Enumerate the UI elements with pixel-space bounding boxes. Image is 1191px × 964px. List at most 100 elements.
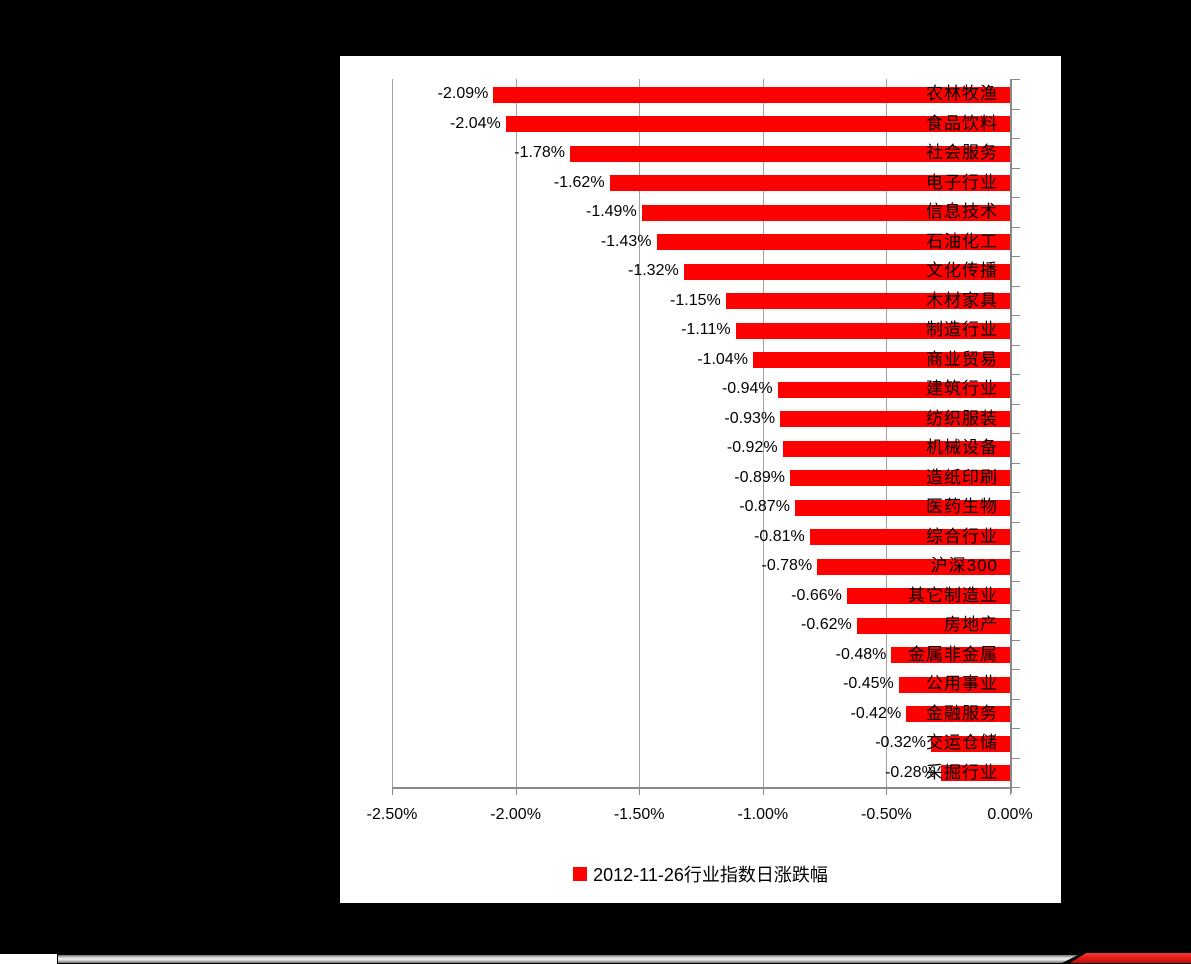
plot-area: -2.50% -2.00% -1.50% -1.00% -0.50% 0.00% -2.09… xyxy=(340,56,1061,903)
bar xyxy=(641,204,1010,221)
bar-value-label: -0.45% xyxy=(843,675,894,692)
bar-value-label: -1.15% xyxy=(670,291,721,309)
category-axis-tick xyxy=(1012,403,1020,405)
value-axis-line xyxy=(1010,79,1012,793)
bar xyxy=(780,411,1010,428)
bar-value-label: -2.04% xyxy=(450,114,501,132)
category-axis-tick xyxy=(1012,639,1020,641)
category-axis-tick xyxy=(1012,197,1020,198)
category-axis-tick xyxy=(1012,344,1020,346)
bar-value-label: -0.32% xyxy=(875,734,926,751)
category-label: 食品饮料 xyxy=(926,113,998,133)
bar xyxy=(940,765,1010,782)
category-label: 金融服务 xyxy=(926,703,998,723)
category-label: 木材家具 xyxy=(926,290,998,310)
category-label: 交运仓储 xyxy=(926,733,998,752)
bar-value-label: -1.78% xyxy=(514,144,565,161)
bar-value-label: -2.09% xyxy=(437,85,489,102)
category-label: 医药生物 xyxy=(926,497,998,516)
category-axis-tick xyxy=(1012,551,1020,552)
category-axis-tick xyxy=(1012,433,1020,434)
footer-gray-bar xyxy=(58,955,1078,963)
bar xyxy=(505,116,1010,133)
category-label: 金属非金属 xyxy=(908,644,998,664)
category-label: 制造行业 xyxy=(926,320,998,339)
category-axis-tick xyxy=(1012,521,1020,523)
x-axis-label: -1.00% xyxy=(737,806,789,823)
bar-value-label: -0.42% xyxy=(850,704,902,722)
bar-value-label: -0.87% xyxy=(739,498,790,515)
x-axis-tick xyxy=(886,789,888,795)
bar-value-label: -1.49% xyxy=(585,203,637,220)
bar xyxy=(782,440,1010,457)
category-label: 房地产 xyxy=(944,615,998,634)
category-axis-tick xyxy=(1012,315,1020,316)
footer-red-accent xyxy=(1070,953,1191,963)
bar-value-label: -0.62% xyxy=(801,616,852,633)
category-axis-tick xyxy=(1012,79,1020,80)
bar xyxy=(898,676,1010,693)
chart-panel: -2.50% -2.00% -1.50% -1.00% -0.50% 0.00% -2.09… xyxy=(340,56,1061,903)
category-axis-tick xyxy=(1012,492,1020,493)
bar xyxy=(752,352,1010,369)
category-label: 纺织服装 xyxy=(926,408,998,428)
bar xyxy=(493,86,1010,103)
category-label: 造纸印刷 xyxy=(926,467,998,487)
category-axis-tick xyxy=(1012,374,1020,375)
category-label: 沪深300 xyxy=(930,556,998,575)
bar xyxy=(809,529,1010,546)
category-axis-line xyxy=(392,787,1011,789)
legend-swatch xyxy=(573,867,588,881)
category-axis-tick xyxy=(1012,285,1020,287)
category-label: 农林牧渔 xyxy=(926,84,998,103)
gridline xyxy=(639,79,641,787)
bar xyxy=(846,588,1010,605)
bar xyxy=(569,145,1010,162)
category-label: 石油化工 xyxy=(926,231,998,251)
bar xyxy=(777,381,1010,398)
bar xyxy=(794,499,1010,516)
bar xyxy=(735,322,1010,339)
bar-value-label: -0.81% xyxy=(754,527,805,545)
category-axis-tick xyxy=(1012,669,1020,670)
category-label: 信息技术 xyxy=(926,202,998,221)
category-axis-tick xyxy=(1012,138,1020,139)
gridline xyxy=(392,79,393,787)
category-label: 公用事业 xyxy=(926,674,998,693)
category-axis-tick xyxy=(1012,728,1020,729)
bar-value-label: -0.94% xyxy=(721,380,773,397)
category-axis-tick xyxy=(1012,108,1020,110)
footer-white-corner xyxy=(0,954,57,964)
bar xyxy=(683,263,1010,280)
x-axis-tick xyxy=(515,789,517,795)
gridline xyxy=(515,79,517,787)
bar-value-label: -1.04% xyxy=(697,350,748,368)
gridline xyxy=(886,79,888,787)
category-axis-tick xyxy=(1012,610,1020,611)
bar-value-label: -0.66% xyxy=(791,586,842,604)
x-axis-label: -2.50% xyxy=(366,806,418,823)
bar-value-label: -0.89% xyxy=(734,468,785,486)
category-label: 电子行业 xyxy=(926,172,998,192)
bar xyxy=(856,617,1010,634)
bar-value-label: -1.32% xyxy=(628,262,679,279)
bar xyxy=(817,558,1010,575)
category-axis-tick xyxy=(1012,462,1020,464)
bar xyxy=(891,647,1010,664)
x-axis-tick xyxy=(639,789,641,795)
bar xyxy=(725,293,1010,310)
bar-value-label: -1.43% xyxy=(600,232,652,250)
gridline xyxy=(762,79,764,787)
bar-value-label: -0.28% xyxy=(885,763,936,781)
category-axis-tick xyxy=(1012,698,1020,700)
category-label: 商业贸易 xyxy=(926,349,998,369)
x-axis-tick xyxy=(392,789,393,795)
category-label: 文化传播 xyxy=(926,261,998,280)
category-axis-tick xyxy=(1012,757,1020,759)
x-axis-tick xyxy=(762,789,764,795)
x-axis-label: -2.00% xyxy=(490,806,541,823)
x-axis-label: -1.50% xyxy=(613,806,665,823)
category-label: 机械设备 xyxy=(926,438,998,457)
category-label: 其它制造业 xyxy=(908,585,998,605)
